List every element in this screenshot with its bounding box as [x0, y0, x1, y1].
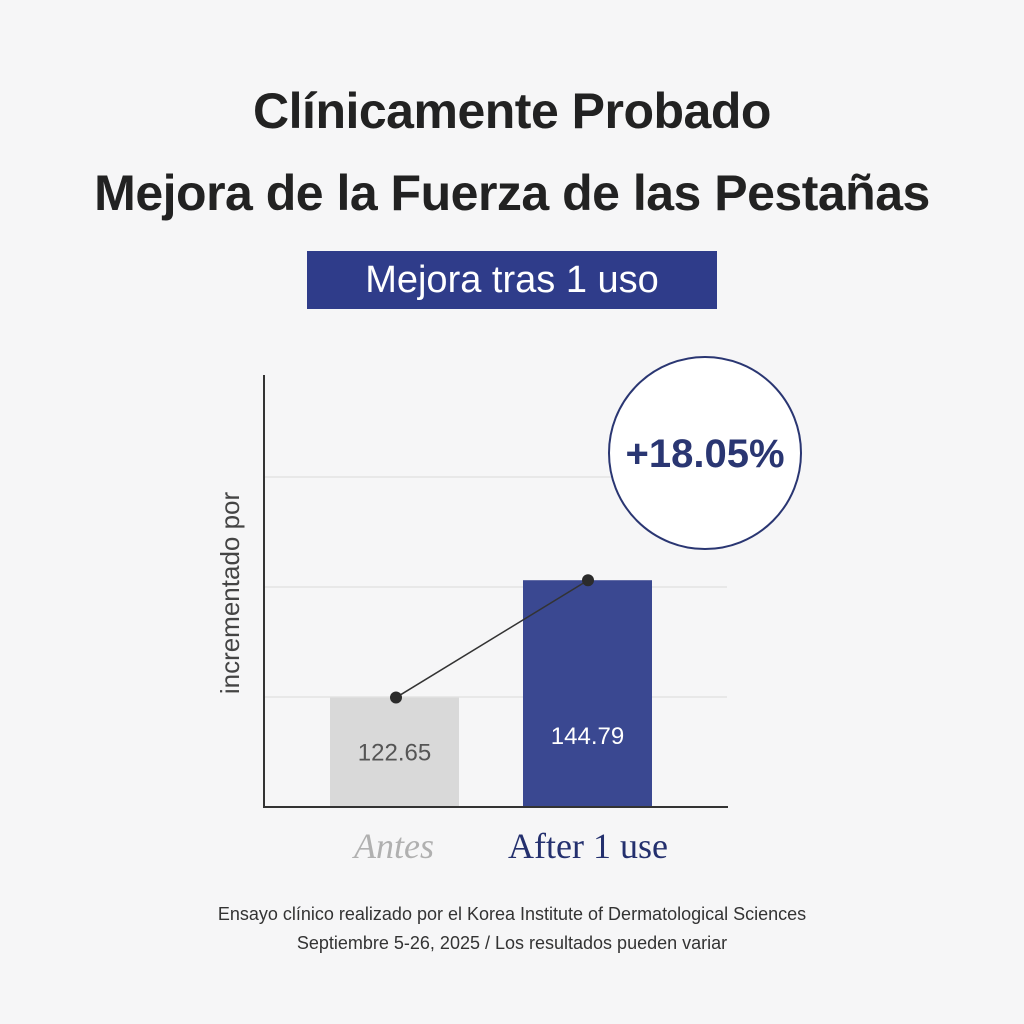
footnote-trial: Ensayo clínico realizado por el Korea In… [217, 904, 807, 924]
value-label-after: 144.79 [551, 723, 624, 750]
bar-after [523, 580, 652, 807]
improvement-badge: Mejora tras 1 uso [307, 251, 717, 309]
title-line-1: Clínicamente Probado [253, 83, 771, 139]
footnote-dates: Septiembre 5-26, 2025 / Los resultados p… [296, 933, 728, 953]
dot-before [390, 691, 402, 704]
connector-line [395, 579, 589, 699]
callout-circle [608, 356, 802, 550]
callout-percent: +18.05% [625, 432, 784, 476]
dot-after [582, 574, 594, 587]
category-label-after: After 1 use [508, 826, 668, 866]
category-label-before: Antes [352, 826, 434, 866]
bar-before [330, 697, 459, 807]
title-line-2: Mejora de la Fuerza de las Pestañas [94, 165, 930, 221]
value-label-before: 122.65 [358, 740, 431, 767]
y-axis-label: incrementado por [215, 491, 245, 694]
